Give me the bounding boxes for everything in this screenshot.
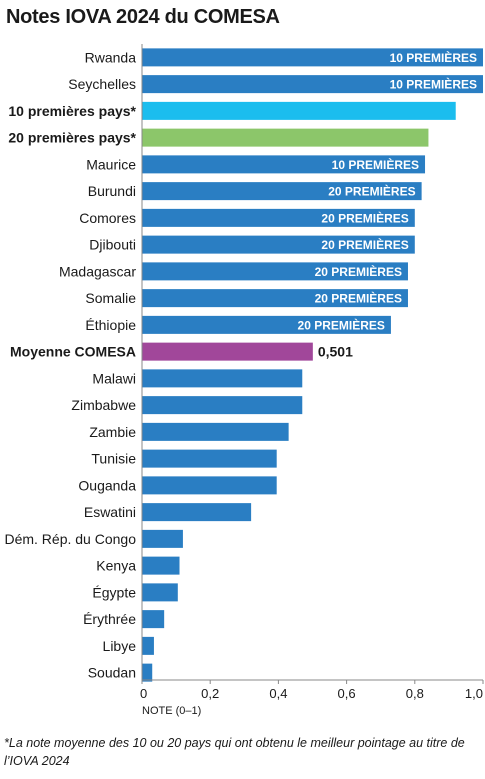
category-label: Dém. Rép. du Congo (4, 531, 136, 547)
bar (142, 75, 483, 94)
value-label: 0,501 (318, 344, 353, 360)
category-label: Zambie (89, 424, 136, 440)
category-label: Rwanda (85, 49, 137, 65)
category-label: Ouganda (78, 477, 136, 493)
bar-chart: Rwanda 10 PREMIÈRES Seychelles 10 PREMIÈRES… (4, 44, 484, 717)
category-label: 20 premières pays* (8, 130, 136, 146)
bar (142, 155, 426, 174)
bar (142, 369, 303, 388)
category-label: Maurice (86, 156, 136, 172)
category-label: Érythrée (83, 611, 136, 627)
bar (142, 262, 408, 281)
bar-label: 20 PREMIÈRES (315, 264, 402, 279)
bar (142, 610, 165, 629)
category-label: Soudan (88, 665, 136, 681)
bar-label: 20 PREMIÈRES (315, 291, 402, 306)
category-label: Moyenne COMESA (10, 344, 136, 360)
bar (142, 556, 180, 575)
bar (142, 663, 153, 682)
category-label: Eswatini (84, 504, 136, 520)
bar (142, 128, 429, 147)
bar (142, 476, 277, 495)
category-label: Libye (103, 638, 137, 654)
x-tick-label: 0,8 (406, 686, 424, 701)
bar (142, 182, 422, 201)
category-label: Djibouti (89, 237, 136, 253)
bar-label: 10 PREMIÈRES (390, 77, 477, 92)
category-label: Tunisie (91, 451, 136, 467)
x-tick-label: 0,4 (269, 686, 287, 701)
bar (142, 583, 178, 602)
bar (142, 529, 183, 548)
bar (142, 636, 154, 655)
category-label: 10 premières pays* (8, 103, 136, 119)
x-tick-label: 0 (140, 686, 147, 701)
category-label: Comores (79, 210, 136, 226)
category-label: Égypte (92, 584, 136, 600)
x-tick-label: 1,0 (465, 686, 483, 701)
bar (142, 315, 391, 334)
category-label: Seychelles (68, 76, 136, 92)
bar (142, 208, 415, 227)
footnote: *La note moyenne des 10 ou 20 pays qui o… (4, 736, 465, 768)
category-label: Burundi (88, 183, 136, 199)
category-label: Kenya (96, 558, 136, 574)
bar (142, 101, 456, 120)
bar-label: 10 PREMIÈRES (390, 50, 477, 65)
bar (142, 396, 303, 415)
bar-label: 10 PREMIÈRES (332, 157, 419, 172)
bar (142, 48, 483, 67)
category-label: Madagascar (59, 263, 136, 279)
bar-label: 20 PREMIÈRES (321, 237, 408, 252)
category-label: Malawi (92, 370, 136, 386)
bar (142, 422, 289, 441)
category-label: Éthiopie (85, 317, 136, 333)
bar (142, 289, 408, 308)
bar-label: 20 PREMIÈRES (328, 184, 415, 199)
bar (142, 342, 313, 361)
bar-label: 20 PREMIÈRES (298, 317, 385, 332)
bar-label: 20 PREMIÈRES (321, 210, 408, 225)
x-tick-label: 0,2 (201, 686, 219, 701)
bar (142, 503, 252, 522)
x-tick-label: 0,6 (338, 686, 356, 701)
chart-title: Notes IOVA 2024 du COMESA (6, 6, 280, 28)
category-label: Zimbabwe (71, 397, 136, 413)
x-axis-label: NOTE (0–1) (142, 705, 201, 717)
category-label: Somalie (85, 290, 136, 306)
bar (142, 449, 277, 468)
bar (142, 235, 415, 254)
